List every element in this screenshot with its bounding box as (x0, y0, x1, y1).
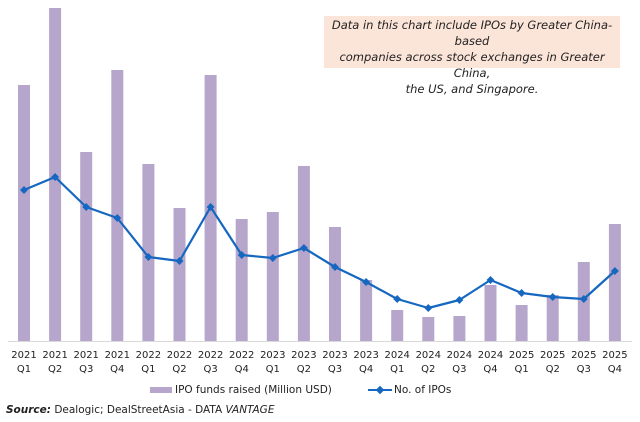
line-point-marker (362, 278, 371, 286)
x-tick-year: 2025 (571, 350, 596, 361)
bar (422, 317, 435, 341)
x-tick-quarter: Q2 (546, 364, 560, 375)
bar (111, 70, 124, 341)
bar (297, 166, 310, 341)
x-tick-year: 2023 (353, 350, 378, 361)
line-point-marker (206, 203, 215, 211)
x-tick-quarter: Q2 (297, 364, 311, 375)
line-point-marker (237, 251, 246, 259)
bar (515, 305, 528, 341)
line-point-marker (486, 276, 495, 284)
annotation-line: Data in this chart include IPOs by Great… (331, 18, 613, 48)
x-tick-quarter: Q1 (266, 364, 280, 375)
line-point-marker (175, 257, 184, 265)
bar (18, 85, 30, 341)
source-text: Dealogic; DealStreetAsia - DATA (50, 404, 226, 416)
legend-item-bar: IPO funds raised (Million USD) (150, 384, 332, 396)
legend-swatch-bar (150, 387, 172, 393)
line-point-marker (610, 267, 619, 275)
annotation-line: the US, and Singapore. (405, 82, 539, 96)
x-tick-quarter: Q4 (359, 364, 373, 375)
bar (173, 208, 186, 341)
x-tick-quarter: Q4 (235, 364, 249, 375)
x-tick-year: 2024 (384, 350, 409, 361)
x-tick-year: 2024 (416, 350, 441, 361)
x-tick-quarter: Q1 (17, 364, 31, 375)
x-tick-year: 2025 (509, 350, 534, 361)
legend-swatch-line (368, 385, 392, 395)
x-tick-quarter: Q4 (110, 364, 124, 375)
bar (142, 164, 155, 341)
x-axis-ticks: 2021 Q1 2021 Q2 2021 Q3 2021 Q4 2022 Q1 2022 Q2 2022… (11, 350, 627, 375)
x-tick-year: 2022 (136, 350, 161, 361)
bar (484, 285, 497, 341)
x-tick-quarter: Q3 (452, 364, 466, 375)
chart-annotation-box: Data in this chart include IPOs by Great… (324, 16, 620, 96)
x-tick-year: 2023 (260, 350, 285, 361)
x-tick-year: 2021 (42, 350, 67, 361)
x-tick-year: 2022 (198, 350, 223, 361)
line-path (23, 175, 616, 310)
x-tick-year: 2022 (229, 350, 254, 361)
source-brand: VANTAGE (225, 404, 275, 416)
bar (546, 295, 559, 341)
source-caption: Source: Dealogic; DealStreetAsia - DATA … (6, 404, 274, 416)
bar (391, 310, 404, 341)
bar (235, 219, 248, 341)
x-tick-quarter: Q3 (328, 364, 342, 375)
x-tick-year: 2021 (73, 350, 98, 361)
x-tick-year: 2022 (167, 350, 192, 361)
bar (608, 224, 621, 341)
x-tick-quarter: Q3 (577, 364, 591, 375)
line-point-marker (393, 295, 402, 303)
x-tick-quarter: Q1 (141, 364, 155, 375)
line-point-marker (299, 244, 308, 252)
x-tick-year: 2023 (291, 350, 316, 361)
x-tick-quarter: Q3 (203, 364, 217, 375)
line-point-marker (331, 263, 339, 271)
line-point-marker (424, 304, 433, 312)
bar (329, 227, 341, 341)
x-tick-year: 2023 (322, 350, 347, 361)
x-tick-year: 2021 (11, 350, 36, 361)
line-series (20, 173, 619, 312)
legend-label-line: No. of IPOs (394, 384, 452, 396)
x-tick-quarter: Q1 (514, 364, 528, 375)
x-tick-quarter: Q4 (608, 364, 622, 375)
bar (266, 212, 279, 341)
x-tick-quarter: Q3 (79, 364, 93, 375)
x-tick-quarter: Q2 (421, 364, 435, 375)
x-tick-quarter: Q4 (483, 364, 497, 375)
x-tick-quarter: Q1 (390, 364, 404, 375)
annotation-line: companies across stock exchanges in Grea… (339, 50, 605, 80)
x-tick-year: 2025 (540, 350, 565, 361)
source-prefix: Source: (6, 404, 51, 416)
line-point-marker (113, 214, 122, 222)
line-point-marker (517, 289, 526, 297)
x-tick-year: 2025 (602, 350, 627, 361)
x-tick-year: 2021 (105, 350, 130, 361)
legend-item-line: No. of IPOs (368, 384, 451, 396)
x-tick-quarter: Q2 (172, 364, 186, 375)
bar (453, 316, 466, 341)
x-tick-year: 2024 (447, 350, 472, 361)
x-tick-year: 2024 (478, 350, 503, 361)
bar (360, 280, 373, 341)
legend-label-bar: IPO funds raised (Million USD) (175, 384, 332, 396)
line-point-marker (455, 296, 464, 304)
x-tick-quarter: Q2 (48, 364, 62, 375)
bar (80, 152, 93, 341)
